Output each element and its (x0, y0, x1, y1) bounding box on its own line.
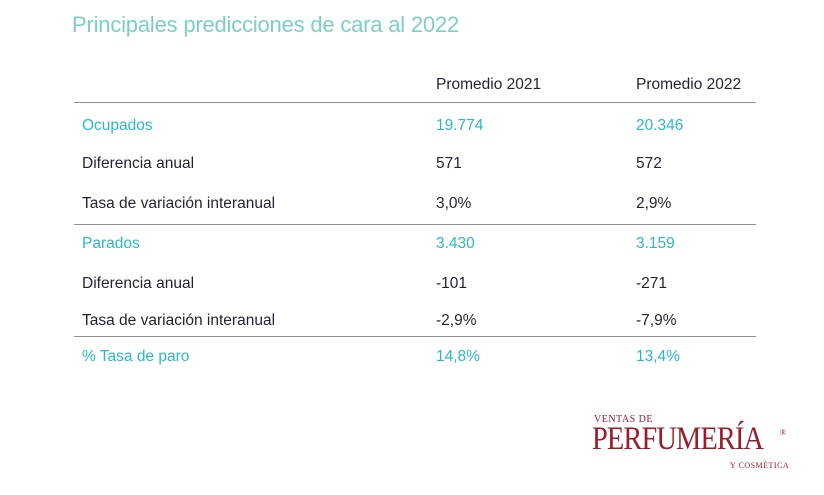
column-header-2022: Promedio 2022 (636, 76, 742, 93)
brand-logo-top: VENTAS DE (594, 414, 653, 425)
table-row: Tasa de variación interanual -2,9% -7,9% (0, 309, 824, 333)
section-divider (74, 224, 756, 225)
row-value-2021: -101 (436, 275, 468, 292)
table-row: Ocupados 19.774 20.346 (0, 114, 824, 138)
row-value-2021: 571 (436, 155, 462, 172)
row-label: % Tasa de paro (82, 348, 190, 365)
row-value-2022: 572 (636, 155, 662, 172)
table-row: Diferencia anual -101 -271 (0, 272, 824, 296)
row-value-2022: 13,4% (636, 348, 680, 365)
row-label: Tasa de variación interanual (82, 195, 276, 212)
row-value-2021: 3.430 (436, 235, 475, 252)
row-value-2022: -7,9% (636, 312, 677, 329)
row-value-2022: -271 (636, 275, 668, 292)
row-label: Diferencia anual (82, 155, 195, 172)
brand-logo-bottom: Y COSMÉTICA (730, 461, 790, 470)
table-row: Parados 3.430 3.159 (0, 232, 824, 256)
header-divider (74, 102, 756, 103)
row-value-2021: 19.774 (436, 117, 484, 134)
table-row: % Tasa de paro 14,8% 13,4% (0, 345, 824, 369)
row-value-2021: 3,0% (436, 195, 472, 212)
brand-logo-main: PERFUMERÍA (592, 421, 764, 457)
page-title: Principales predicciones de cara al 2022 (72, 12, 460, 37)
row-label: Ocupados (82, 117, 153, 134)
column-header-2021: Promedio 2021 (436, 76, 542, 93)
row-label: Diferencia anual (82, 275, 195, 292)
row-value-2021: 14,8% (436, 348, 480, 365)
brand-registered-mark: ® (780, 428, 787, 437)
row-value-2022: 3.159 (636, 235, 675, 252)
table-row: Diferencia anual 571 572 (0, 152, 824, 176)
row-label: Tasa de variación interanual (82, 312, 276, 329)
row-value-2022: 20.346 (636, 117, 684, 134)
table-row: Tasa de variación interanual 3,0% 2,9% (0, 192, 824, 216)
section-divider (74, 336, 756, 337)
row-label: Parados (82, 235, 140, 252)
row-value-2021: -2,9% (436, 312, 477, 329)
row-value-2022: 2,9% (636, 195, 672, 212)
brand-logo: VENTAS DE PERFUMERÍA ® Y COSMÉTICA (592, 414, 792, 476)
